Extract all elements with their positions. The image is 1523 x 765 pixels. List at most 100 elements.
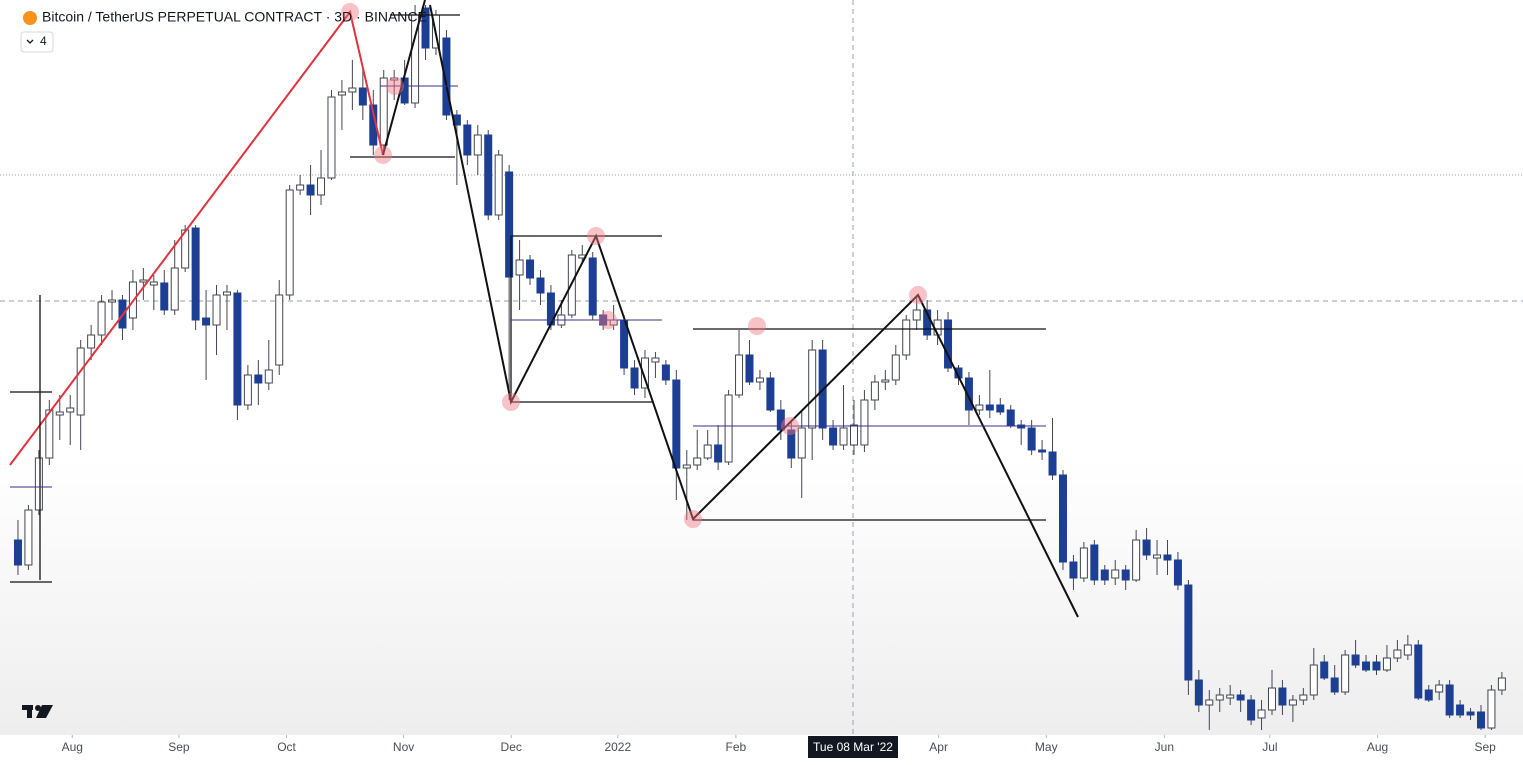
candle-body: [233, 292, 242, 406]
candle-body: [1100, 569, 1109, 581]
candle-body: [494, 154, 503, 216]
candle-body: [160, 282, 169, 311]
candle-body: [891, 354, 900, 381]
candle-body: [724, 394, 733, 463]
candle-body: [672, 379, 681, 469]
x-tick-label: Aug: [1367, 740, 1388, 754]
candle-body: [1330, 677, 1339, 693]
indicator-count: 4: [40, 34, 47, 48]
candle-body: [222, 291, 231, 296]
candle-body: [1362, 661, 1371, 671]
candle-body: [640, 357, 649, 389]
candle-body: [421, 7, 430, 49]
trend-line: [9, 9, 384, 466]
candle-body: [505, 171, 514, 278]
candle-body: [735, 354, 744, 396]
candle-body: [1236, 694, 1245, 701]
candle-body: [588, 257, 597, 316]
candle-body: [1079, 547, 1088, 579]
x-tick-label: May: [1035, 740, 1058, 754]
candle-body: [964, 377, 973, 411]
x-tick-label: Sep: [168, 740, 190, 754]
x-tick-label: Sep: [1474, 740, 1496, 754]
candle-body: [1424, 689, 1433, 701]
tradingview-logo: [22, 705, 53, 718]
candle-body: [996, 404, 1005, 413]
chevron-icon: [26, 39, 34, 44]
candle-body: [1132, 539, 1141, 581]
candle-body: [860, 399, 869, 446]
candle-body: [442, 37, 451, 116]
candle-body: [766, 377, 775, 411]
candle-body: [849, 424, 858, 446]
candle-body: [97, 301, 106, 336]
candle-body: [714, 444, 723, 463]
candle-body: [1393, 649, 1402, 659]
candle-body: [1038, 449, 1047, 453]
pivot-marker: [781, 417, 799, 435]
candle-body: [1309, 664, 1318, 696]
candle-body: [912, 309, 921, 321]
candle-body: [1121, 569, 1130, 581]
pivot-marker: [341, 3, 359, 21]
candle-body: [327, 96, 336, 179]
pivot-marker: [599, 311, 617, 329]
candle-body: [1048, 451, 1057, 476]
candle-body: [317, 177, 326, 196]
candle-body: [87, 334, 96, 349]
pivot-marker: [748, 317, 766, 335]
candle-body: [108, 299, 117, 303]
candle-body: [337, 91, 346, 96]
candle-body: [358, 87, 367, 106]
candle-body: [1006, 409, 1015, 426]
candle-body: [1445, 684, 1454, 716]
candle-body: [1341, 654, 1350, 693]
candle-body: [1476, 711, 1485, 729]
chart-title: Bitcoin / TetherUS PERPETUAL CONTRACT · …: [42, 9, 427, 25]
candle-body: [1215, 694, 1224, 701]
pivot-marker: [587, 227, 605, 245]
drawings: [9, 0, 1079, 618]
indicator-toggle[interactable]: [20, 31, 54, 53]
candle-body: [902, 319, 911, 356]
candle-body: [55, 411, 64, 416]
candle-body: [944, 319, 953, 369]
candle-body: [191, 227, 200, 321]
candle-body: [515, 259, 524, 276]
candles: [13, 5, 1506, 730]
candle-body: [296, 184, 305, 191]
crosshair-label: Tue 08 Mar '22: [813, 740, 893, 754]
candle-body: [755, 377, 764, 383]
candle-body: [1372, 661, 1381, 671]
pivot-marker: [502, 393, 520, 411]
candle-body: [703, 444, 712, 459]
candle-body: [1090, 544, 1099, 581]
candle-body: [1173, 559, 1182, 586]
candle-body: [881, 379, 890, 383]
candle-body: [1163, 554, 1172, 561]
time-axis: [0, 735, 1523, 765]
x-tick-label: Nov: [393, 740, 414, 754]
candle-body: [1351, 654, 1360, 666]
candle-body: [745, 354, 754, 383]
x-tick-label: Apr: [929, 740, 948, 754]
candle-body: [1226, 694, 1235, 699]
candle-body: [1205, 699, 1214, 706]
candle-body: [1058, 474, 1067, 563]
x-tick-label: Oct: [277, 740, 296, 754]
x-tick-label: 2022: [604, 740, 631, 754]
candle-body: [1247, 699, 1256, 721]
candle-body: [985, 404, 994, 411]
candle-body: [45, 409, 54, 459]
x-tick-label: Jul: [1262, 740, 1277, 754]
candle-body: [1435, 684, 1444, 693]
candle-body: [797, 427, 806, 459]
candle-body: [484, 134, 493, 216]
candle-body: [254, 374, 263, 384]
zigzag: [382, 0, 426, 156]
candle-body: [243, 374, 252, 406]
candle-body: [630, 367, 639, 389]
candle-body: [787, 429, 796, 459]
candle-body: [829, 427, 838, 446]
